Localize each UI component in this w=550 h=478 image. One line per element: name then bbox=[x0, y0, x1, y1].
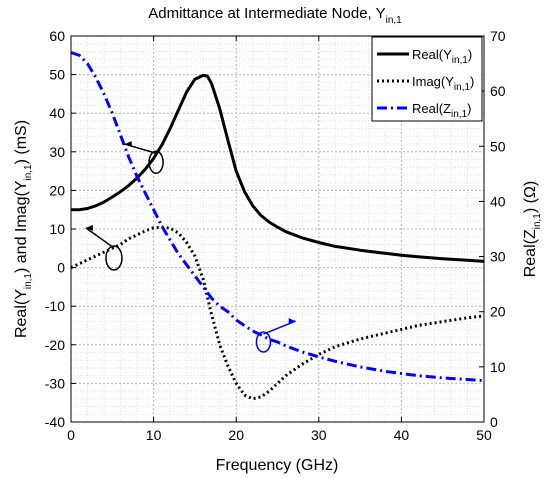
annotations bbox=[85, 141, 296, 353]
y-tick-label-right: 40 bbox=[490, 193, 506, 209]
y-tick-label-left: 0 bbox=[57, 260, 65, 276]
x-tick-label: 0 bbox=[67, 427, 75, 443]
series-line-1 bbox=[70, 225, 485, 401]
y-tick-label-left: 60 bbox=[49, 28, 65, 44]
y-tick-label-left: -30 bbox=[45, 375, 65, 391]
y-tick-label-right: 70 bbox=[490, 28, 506, 44]
y-tick-label-left: 50 bbox=[49, 67, 65, 83]
legend-box bbox=[371, 36, 483, 122]
legend-label-imag-y: Imag(Yin,1) bbox=[412, 74, 474, 93]
x-tick-label: 30 bbox=[311, 427, 327, 443]
ticks: 0 10 20 30 40 50 -40 -30 -20 -10 0 10 20 30 40 50 60 0 10 2… bbox=[45, 28, 506, 443]
series-line-0 bbox=[71, 73, 485, 263]
y-tick-label-left: 30 bbox=[49, 144, 65, 160]
chart-title: Admittance at Intermediate Node, Yin,1 bbox=[148, 5, 402, 26]
x-tick-label: 10 bbox=[146, 427, 162, 443]
legend-label-real-y: Real(Yin,1) bbox=[412, 47, 472, 66]
y-tick-label-left: -10 bbox=[45, 298, 65, 314]
y-tick-label-left: 10 bbox=[49, 221, 65, 237]
imag-y-axis-marker-ellipse bbox=[105, 245, 123, 271]
imag-y-axis-marker-arrow-head bbox=[85, 224, 93, 231]
y-tick-label-right: 0 bbox=[490, 414, 498, 430]
y-axis-label-right: Real(Zin,1) (Ω) bbox=[522, 181, 543, 278]
real-y-axis-marker-arrow-head bbox=[124, 141, 132, 148]
x-axis-label: Frequency (GHz) bbox=[216, 457, 339, 474]
x-tick-label: 50 bbox=[476, 427, 492, 443]
y-tick-label-right: 30 bbox=[490, 249, 506, 265]
y-tick-label-left: 20 bbox=[49, 182, 65, 198]
y-tick-label-right: 10 bbox=[490, 359, 506, 375]
y-tick-label-right: 50 bbox=[490, 138, 506, 154]
y-tick-label-left: -40 bbox=[45, 414, 65, 430]
x-tick-label: 40 bbox=[394, 427, 410, 443]
legend: Real(Yin,1) Imag(Yin,1) Real(Zin,1) bbox=[371, 36, 483, 122]
y-tick-label-right: 20 bbox=[490, 304, 506, 320]
real-y-axis-marker-ellipse bbox=[148, 150, 164, 174]
real-z-axis-marker-arrow-head bbox=[288, 318, 296, 325]
grid bbox=[70, 35, 485, 423]
y-tick-label-left: 40 bbox=[49, 105, 65, 121]
real-z-axis-marker-ellipse bbox=[255, 331, 272, 353]
legend-label-real-z: Real(Zin,1) bbox=[412, 101, 471, 120]
y-axis-label-left: Real(Yin,1) and Imag(Yin,1) (mS) bbox=[13, 120, 34, 338]
x-tick-label: 20 bbox=[228, 427, 244, 443]
series-layer bbox=[70, 51, 485, 401]
imag-y-axis-marker-arrow-shaft bbox=[85, 227, 115, 249]
y-tick-label-left: -20 bbox=[45, 337, 65, 353]
y-tick-label-right: 60 bbox=[490, 83, 506, 99]
